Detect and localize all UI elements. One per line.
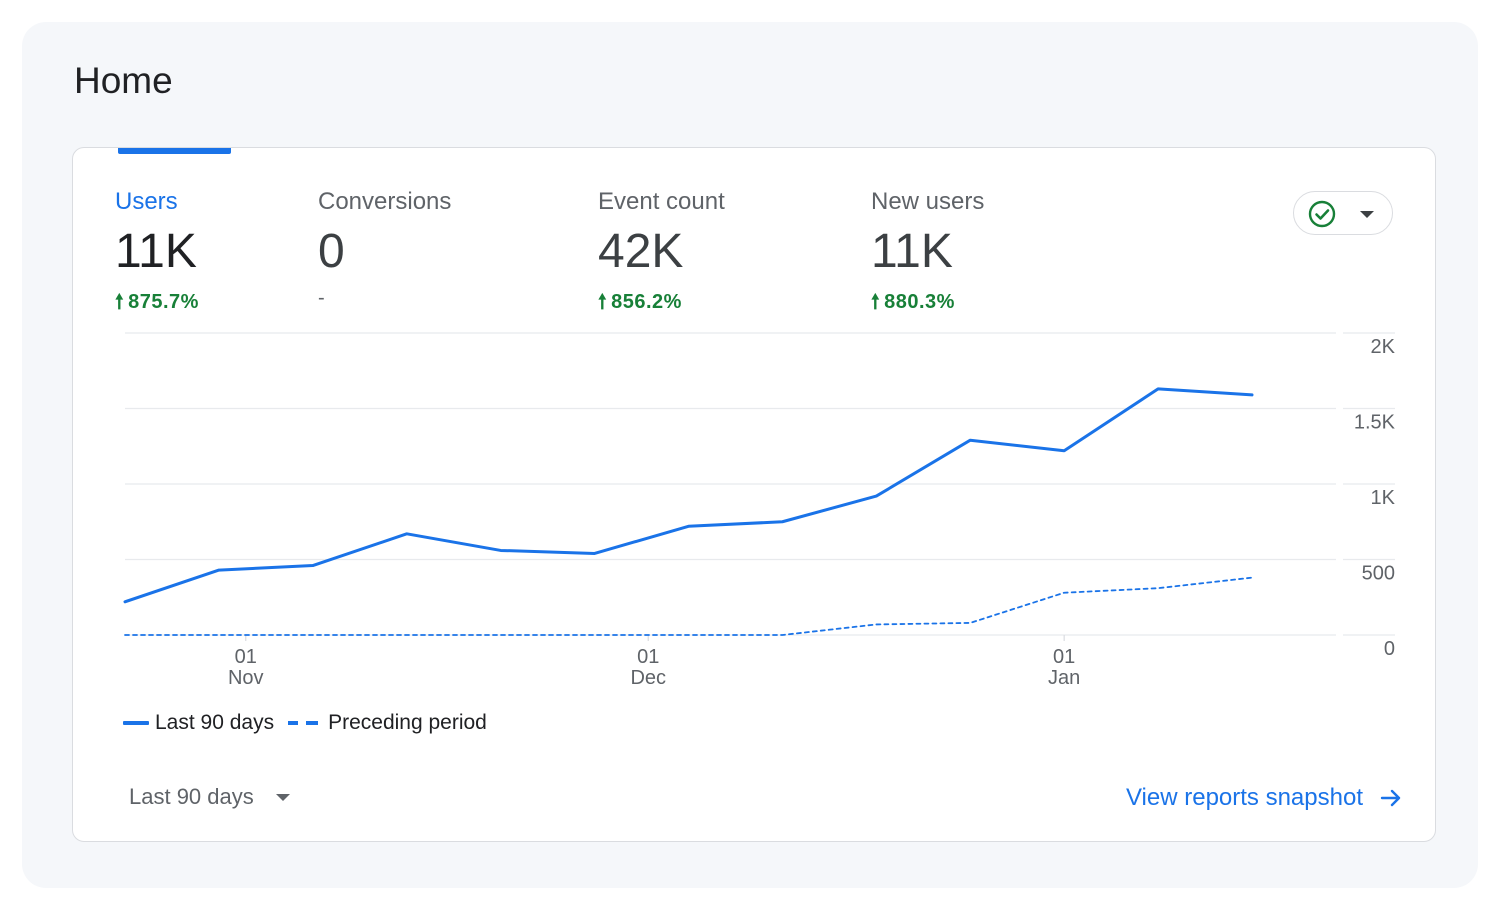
x-tick-day: 01	[235, 646, 257, 668]
y-tick-label: 500	[1362, 563, 1395, 585]
up-arrow-icon: 🠕	[598, 290, 608, 313]
change-value: -	[318, 286, 326, 309]
change-value: 880.3%	[884, 290, 955, 313]
metric-value: 0	[318, 225, 345, 278]
page-title: Home	[74, 60, 173, 101]
date-range-label: Last 90 days	[129, 784, 254, 809]
metric-value: 42K	[598, 225, 684, 278]
y-tick-label: 2K	[1371, 336, 1396, 358]
y-tick-label: 0	[1384, 638, 1395, 660]
metric-value: 11K	[115, 225, 197, 278]
legend-item-last-90-days: Last 90 days	[123, 711, 274, 735]
home-overview-card: Users 11K 🠕 875.7% Conversions 0 - Event …	[72, 147, 1436, 842]
metric-label: New users	[871, 188, 985, 215]
chevron-down-icon	[1360, 211, 1374, 218]
up-arrow-icon: 🠕	[115, 290, 125, 313]
comparison-status-dropdown[interactable]	[1293, 191, 1393, 235]
metric-tab-users[interactable]: Users 11K 🠕 875.7%	[115, 188, 199, 321]
date-range-dropdown[interactable]: Last 90 days	[129, 784, 290, 810]
arrow-right-icon	[1380, 789, 1401, 807]
metric-change: -	[318, 287, 451, 310]
x-tick-month: Dec	[630, 667, 666, 689]
metric-tab-event-count[interactable]: Event count 42K 🠕 856.2%	[598, 188, 725, 321]
view-link-label: View reports snapshot	[1125, 784, 1363, 811]
active-tab-indicator	[118, 148, 231, 154]
y-tick-label: 1.5K	[1354, 412, 1396, 434]
x-tick-day: 01	[1053, 646, 1075, 668]
metric-tab-conversions[interactable]: Conversions 0 -	[318, 188, 451, 310]
metric-change: 🠕 875.7%	[115, 287, 199, 321]
metric-change: 🠕 880.3%	[871, 287, 984, 321]
y-tick-label: 1K	[1371, 487, 1396, 509]
metric-tab-new-users[interactable]: New users 11K 🠕 880.3%	[871, 188, 984, 321]
solid-line-swatch	[123, 721, 149, 725]
change-value: 875.7%	[128, 290, 199, 313]
dashed-line-swatch	[288, 721, 319, 725]
check-circle-icon	[1308, 200, 1336, 228]
legend-item-preceding-period: Preceding period	[288, 711, 487, 735]
metric-label: Conversions	[318, 188, 452, 215]
x-tick-day: 01	[637, 646, 659, 668]
legend-label: Preceding period	[328, 711, 487, 734]
chevron-down-icon	[275, 793, 290, 801]
metric-label: Users	[115, 188, 178, 215]
page: Home Users 11K 🠕 875.7% Conversions 0 - E…	[22, 22, 1478, 888]
metric-change: 🠕 856.2%	[598, 287, 725, 321]
series-line-last-90-days	[123, 387, 1254, 604]
x-tick-month: Jan	[1048, 667, 1080, 689]
metric-value: 11K	[871, 225, 953, 278]
x-tick-month: Nov	[228, 667, 264, 689]
series-line-preceding-period	[124, 576, 1253, 636]
metric-label: Event count	[598, 188, 725, 215]
up-arrow-icon: 🠕	[871, 290, 881, 313]
view-reports-snapshot-link[interactable]: View reports snapshot	[1126, 784, 1403, 812]
chart-legend: Last 90 days Preceding period	[123, 711, 501, 735]
change-value: 856.2%	[611, 290, 682, 313]
legend-label: Last 90 days	[155, 711, 275, 734]
